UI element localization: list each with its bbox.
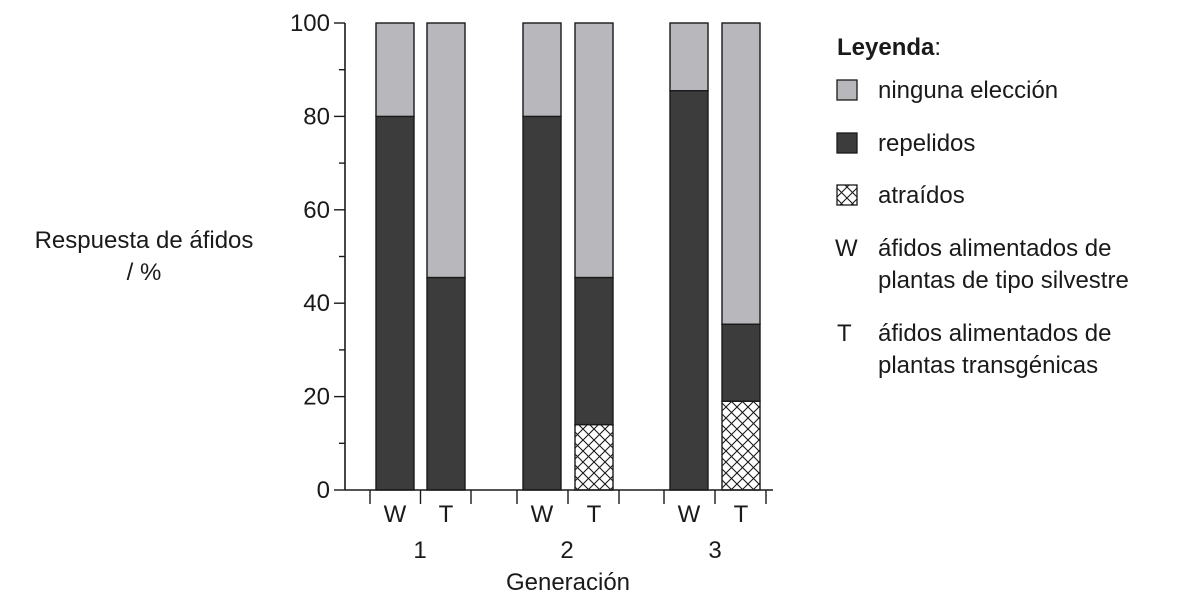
legend-label-ninguna: ninguna elección	[878, 77, 1058, 104]
legend-note-t-line2: plantas transgénicas	[878, 352, 1098, 379]
y-axis-title-line1: Respuesta de áfidos	[35, 227, 254, 254]
x-axis-title: Generación	[506, 569, 630, 596]
x-bar-label: W	[384, 501, 407, 528]
bar-1-t-repelidos	[427, 278, 465, 490]
bar-2-w-ninguna	[523, 23, 561, 116]
legend-note-t-letter: T	[837, 320, 852, 347]
x-group-label: 1	[413, 537, 426, 564]
bar-3-w-ninguna	[670, 23, 708, 91]
legend-note-w-line2: plantas de tipo silvestre	[878, 267, 1129, 294]
bar-3-t-ninguna	[722, 23, 760, 324]
x-bar-label: W	[678, 501, 701, 528]
legend-title: Leyenda:	[837, 34, 941, 61]
y-tick-label: 40	[303, 290, 330, 317]
bar-2-t-atraidos	[575, 425, 613, 490]
bar-1-t-ninguna	[427, 23, 465, 278]
legend-note-w-line1: áfidos alimentados de	[878, 235, 1111, 262]
legend-swatch-ninguna	[837, 80, 857, 100]
y-axis-title-line2: / %	[127, 259, 162, 286]
x-group-label: 2	[560, 537, 573, 564]
legend-label-atraidos: atraídos	[878, 182, 965, 209]
bar-2-t-repelidos	[575, 278, 613, 425]
x-bar-label: T	[734, 501, 749, 528]
legend-note-w-letter: W	[835, 235, 858, 262]
y-tick-label: 0	[317, 477, 330, 504]
x-bar-label: T	[587, 501, 602, 528]
bar-2-t-ninguna	[575, 23, 613, 278]
bar-3-t-repelidos	[722, 324, 760, 401]
x-bar-label: W	[531, 501, 554, 528]
x-bar-label: T	[439, 501, 454, 528]
legend-title-bold: Leyenda	[837, 34, 935, 61]
bar-1-w-ninguna	[376, 23, 414, 116]
bar-2-w-repelidos	[523, 116, 561, 490]
legend-note-t-line1: áfidos alimentados de	[878, 320, 1111, 347]
bar-3-t-atraidos	[722, 401, 760, 490]
legend-swatch-atraidos	[837, 185, 857, 205]
y-tick-label: 80	[303, 103, 330, 130]
bar-3-w-repelidos	[670, 91, 708, 490]
legend-label-repelidos: repelidos	[878, 130, 975, 157]
y-tick-label: 100	[290, 10, 330, 37]
bar-1-w-repelidos	[376, 116, 414, 490]
legend-title-suffix: :	[934, 34, 941, 61]
x-group-label: 3	[708, 537, 721, 564]
y-tick-label: 60	[303, 197, 330, 224]
legend-swatch-repelidos	[837, 133, 857, 153]
legend: Leyenda: ninguna elección repelidos atra…	[835, 34, 1129, 379]
y-tick-label: 20	[303, 384, 330, 411]
